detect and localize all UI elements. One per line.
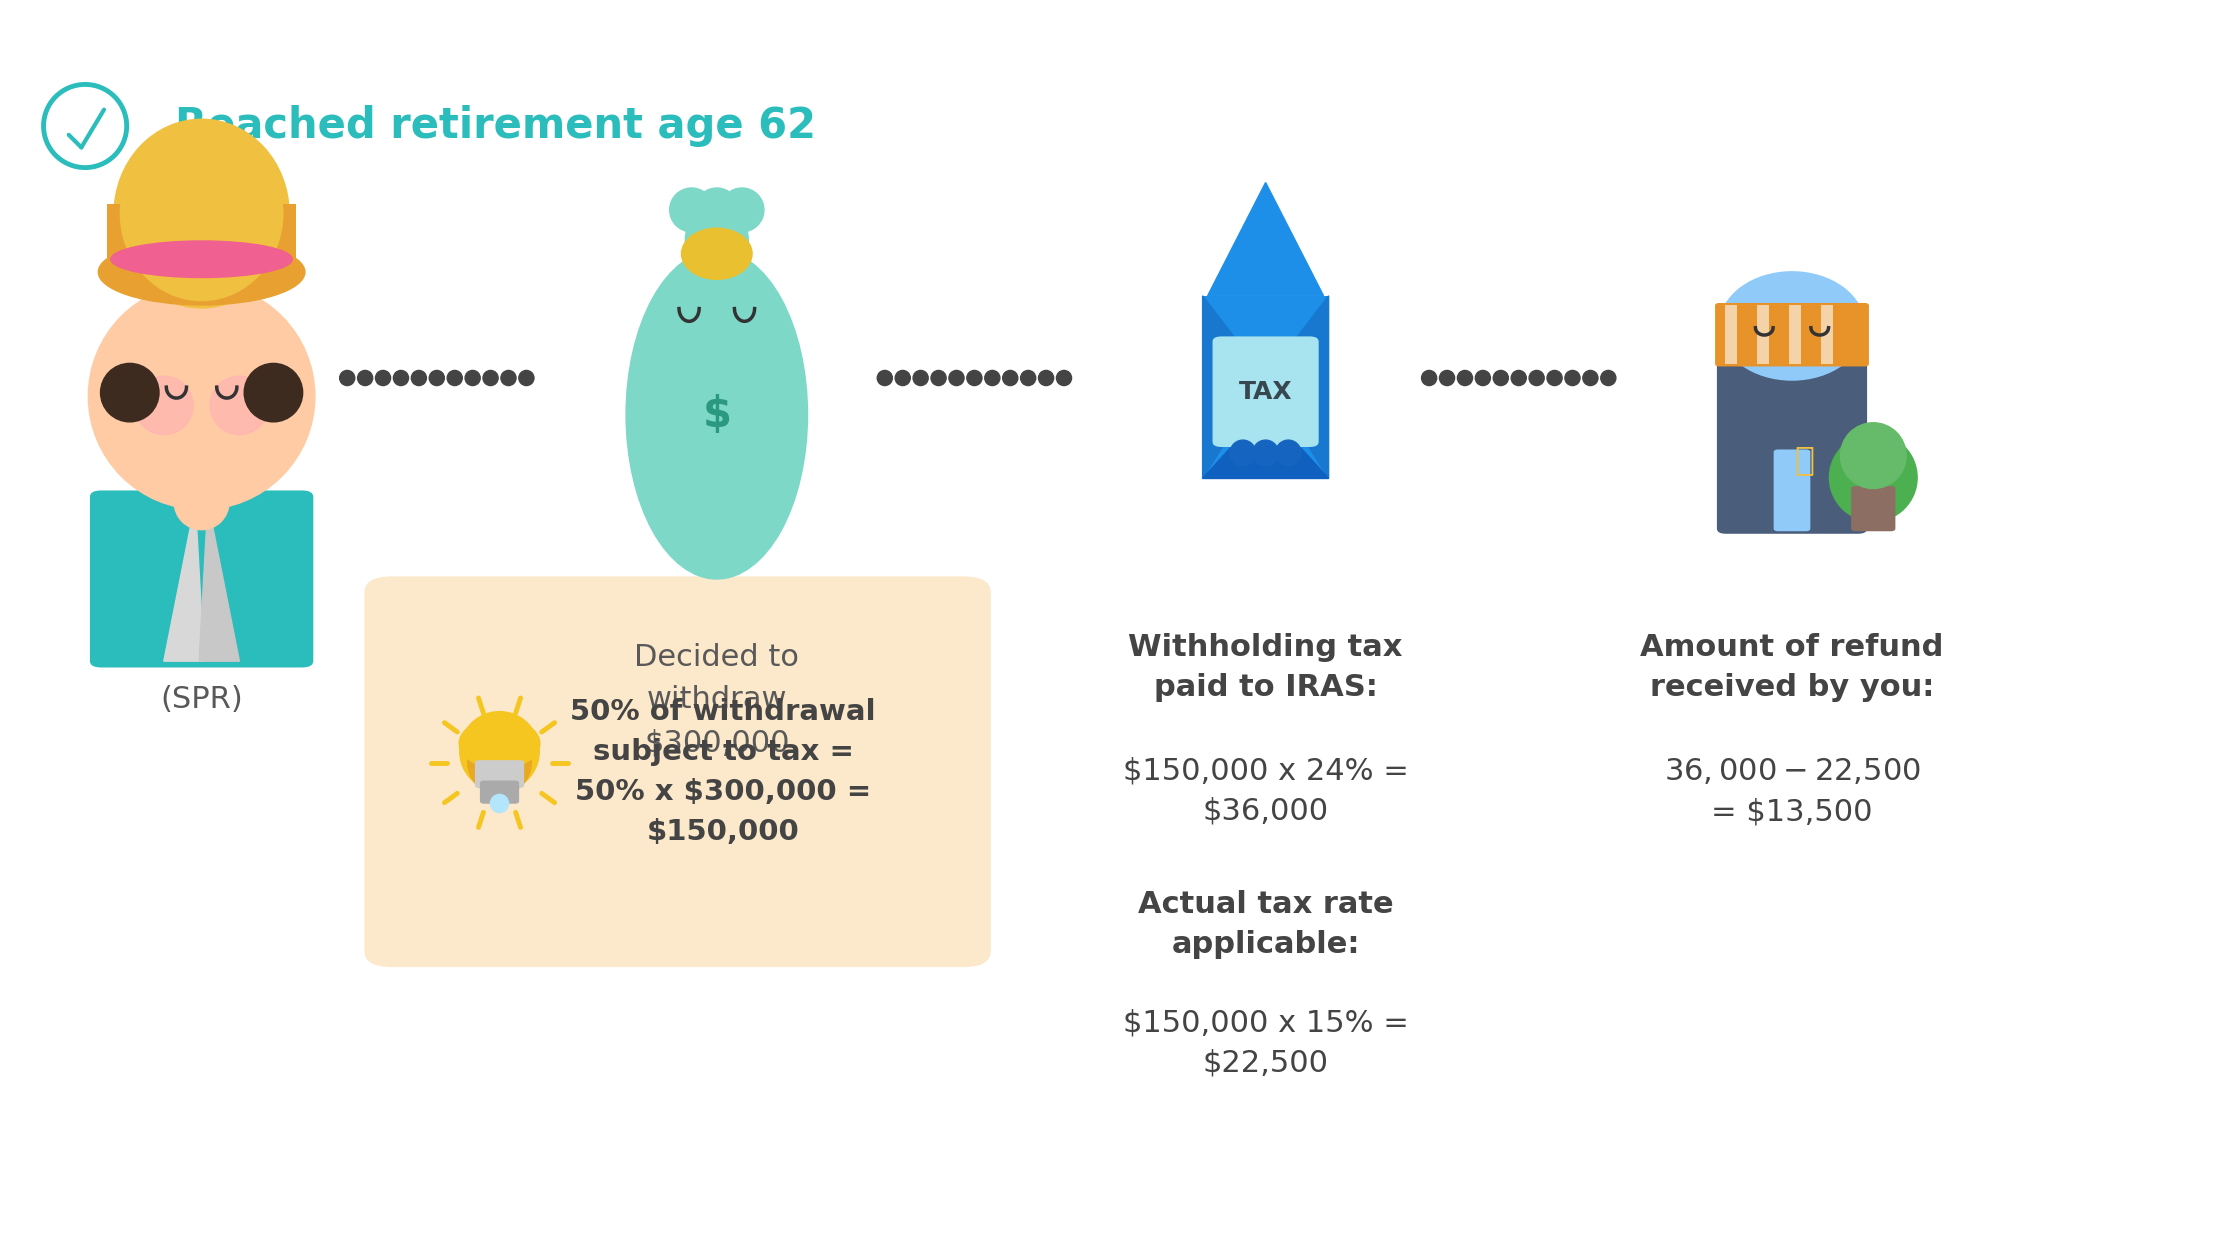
Ellipse shape: [1275, 440, 1301, 466]
FancyBboxPatch shape: [365, 577, 990, 966]
Ellipse shape: [719, 188, 764, 232]
FancyBboxPatch shape: [475, 760, 524, 788]
Text: Reached retirement age 62: Reached retirement age 62: [175, 105, 815, 147]
FancyBboxPatch shape: [108, 204, 296, 277]
Text: Amount of refund
received by you:: Amount of refund received by you:: [1640, 633, 1944, 702]
FancyBboxPatch shape: [1774, 450, 1810, 532]
Ellipse shape: [950, 370, 963, 386]
FancyBboxPatch shape: [1756, 305, 1770, 364]
Ellipse shape: [134, 377, 193, 435]
Ellipse shape: [1512, 370, 1525, 386]
Ellipse shape: [1530, 370, 1543, 386]
Ellipse shape: [1830, 433, 1917, 522]
Ellipse shape: [119, 126, 284, 301]
Ellipse shape: [1230, 440, 1257, 466]
Ellipse shape: [502, 370, 515, 386]
Polygon shape: [199, 503, 240, 662]
Ellipse shape: [110, 241, 291, 277]
Ellipse shape: [914, 370, 927, 386]
Ellipse shape: [468, 731, 531, 795]
Text: 50% of withdrawal
subject to tax =
50% x $300,000 =
$150,000: 50% of withdrawal subject to tax = 50% x…: [571, 698, 876, 845]
Ellipse shape: [412, 370, 426, 386]
Ellipse shape: [520, 370, 533, 386]
Polygon shape: [164, 503, 204, 662]
Ellipse shape: [448, 370, 461, 386]
Ellipse shape: [694, 188, 739, 232]
Ellipse shape: [394, 370, 408, 386]
Ellipse shape: [1458, 370, 1472, 386]
Ellipse shape: [484, 370, 497, 386]
Ellipse shape: [101, 363, 159, 422]
Polygon shape: [1207, 183, 1324, 296]
Ellipse shape: [114, 118, 289, 309]
Ellipse shape: [681, 228, 753, 280]
Ellipse shape: [1566, 370, 1579, 386]
Ellipse shape: [244, 363, 302, 422]
Ellipse shape: [358, 370, 372, 386]
Ellipse shape: [1476, 370, 1490, 386]
Text: $: $: [703, 393, 730, 436]
Ellipse shape: [43, 84, 128, 168]
Ellipse shape: [932, 370, 945, 386]
FancyBboxPatch shape: [479, 781, 520, 804]
FancyBboxPatch shape: [1821, 305, 1832, 364]
Text: Withholding tax
paid to IRAS:: Withholding tax paid to IRAS:: [1129, 633, 1402, 702]
Ellipse shape: [627, 251, 809, 580]
Polygon shape: [1266, 296, 1328, 479]
Ellipse shape: [175, 475, 228, 529]
Ellipse shape: [1021, 370, 1035, 386]
Ellipse shape: [87, 284, 316, 509]
Ellipse shape: [968, 370, 981, 386]
Text: Decided to
withdraw
$300,000: Decided to withdraw $300,000: [634, 643, 800, 757]
Polygon shape: [1203, 296, 1266, 479]
Text: Actual tax rate
applicable:: Actual tax rate applicable:: [1138, 890, 1393, 959]
Ellipse shape: [1602, 370, 1615, 386]
FancyBboxPatch shape: [1790, 305, 1801, 364]
Text: You
(SPR): You (SPR): [161, 643, 242, 714]
Text: TAX: TAX: [1239, 379, 1292, 403]
Ellipse shape: [1039, 370, 1053, 386]
Ellipse shape: [99, 239, 305, 305]
Ellipse shape: [340, 370, 354, 386]
Ellipse shape: [878, 370, 892, 386]
Ellipse shape: [459, 718, 540, 769]
Ellipse shape: [376, 370, 390, 386]
Ellipse shape: [670, 188, 715, 232]
FancyBboxPatch shape: [90, 490, 314, 668]
Ellipse shape: [211, 377, 269, 435]
Ellipse shape: [896, 370, 909, 386]
FancyBboxPatch shape: [1716, 302, 1868, 367]
Ellipse shape: [685, 200, 748, 281]
Ellipse shape: [986, 370, 999, 386]
FancyBboxPatch shape: [1725, 305, 1736, 364]
Ellipse shape: [1004, 370, 1017, 386]
Text: ₿: ₿: [1794, 442, 1814, 476]
Ellipse shape: [1057, 370, 1071, 386]
FancyBboxPatch shape: [1850, 486, 1895, 532]
FancyBboxPatch shape: [1212, 336, 1319, 447]
FancyBboxPatch shape: [1203, 296, 1328, 479]
Ellipse shape: [459, 712, 540, 791]
FancyBboxPatch shape: [1716, 350, 1868, 534]
Ellipse shape: [1494, 370, 1508, 386]
Ellipse shape: [1584, 370, 1597, 386]
Ellipse shape: [1422, 370, 1436, 386]
Ellipse shape: [1252, 440, 1279, 466]
Text: $150,000 x 15% =
$22,500: $150,000 x 15% = $22,500: [1122, 1008, 1409, 1077]
Text: $150,000 x 24% =
$36,000: $150,000 x 24% = $36,000: [1122, 756, 1409, 825]
Polygon shape: [1203, 410, 1328, 479]
Ellipse shape: [430, 370, 444, 386]
Ellipse shape: [491, 795, 508, 813]
Ellipse shape: [1718, 271, 1866, 381]
Ellipse shape: [1440, 370, 1454, 386]
Ellipse shape: [1548, 370, 1561, 386]
Text: $36,000 - $22,500
= $13,500: $36,000 - $22,500 = $13,500: [1664, 756, 1920, 827]
Ellipse shape: [1841, 423, 1906, 489]
Ellipse shape: [466, 370, 479, 386]
